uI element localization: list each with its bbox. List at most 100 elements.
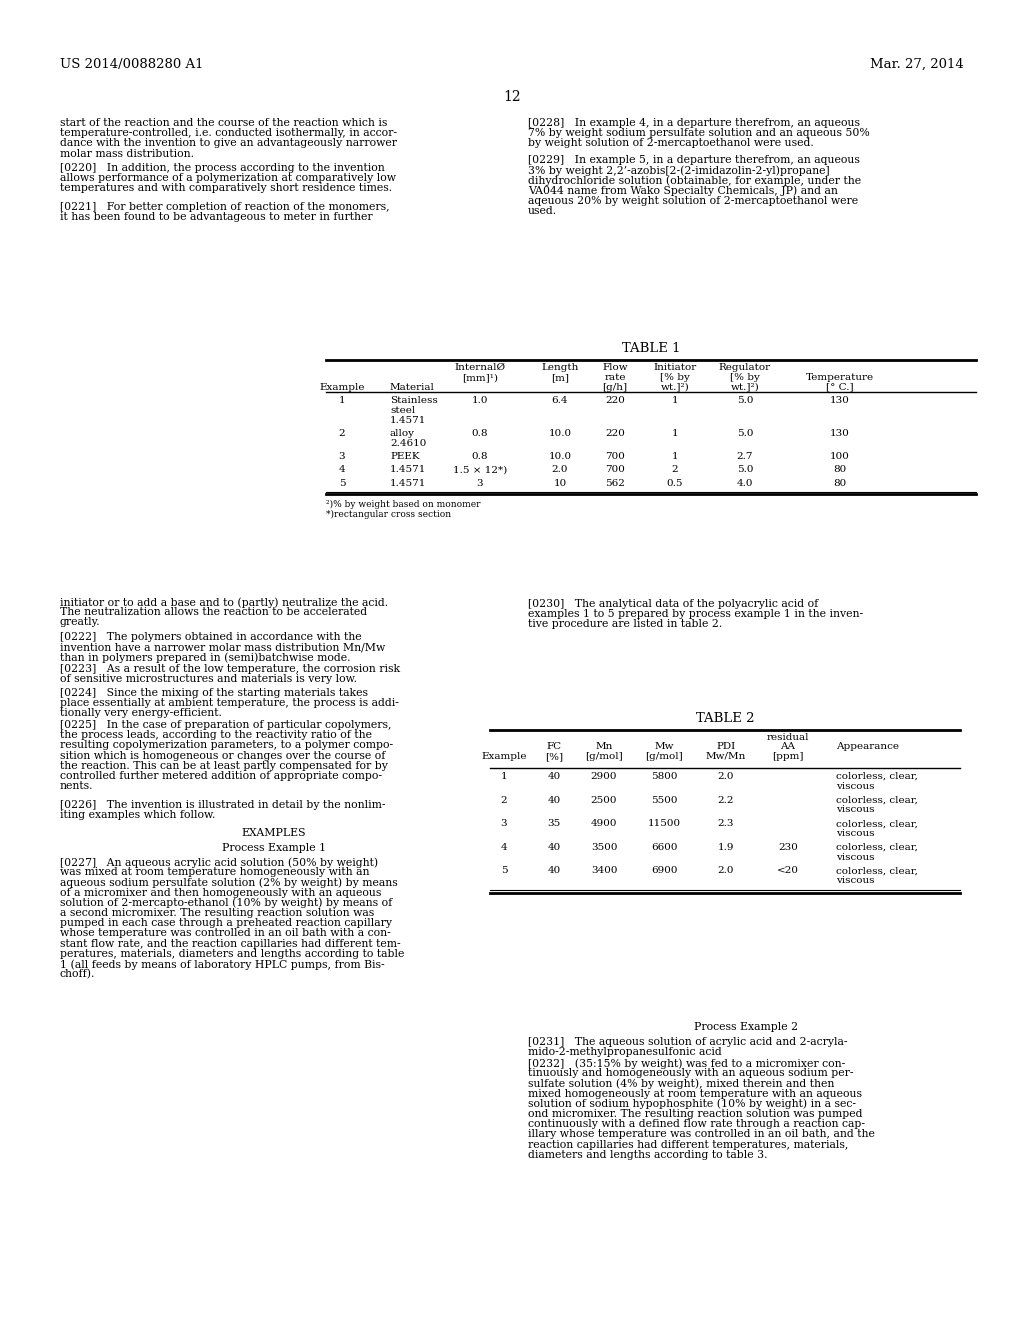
Text: mido-2-methylpropanesulfonic acid: mido-2-methylpropanesulfonic acid [528, 1047, 722, 1057]
Text: dance with the invention to give an advantageously narrower: dance with the invention to give an adva… [60, 139, 397, 148]
Text: InternalØ: InternalØ [455, 363, 506, 372]
Text: tionally very energy-efficient.: tionally very energy-efficient. [60, 709, 222, 718]
Text: 40: 40 [548, 842, 560, 851]
Text: 2: 2 [501, 796, 507, 805]
Text: US 2014/0088280 A1: US 2014/0088280 A1 [60, 58, 204, 71]
Text: resulting copolymerization parameters, to a polymer compo-: resulting copolymerization parameters, t… [60, 741, 393, 750]
Text: 0.8: 0.8 [472, 429, 488, 438]
Text: 1: 1 [672, 429, 678, 438]
Text: dihydrochloride solution (obtainable, for example, under the: dihydrochloride solution (obtainable, fo… [528, 176, 861, 186]
Text: [g/mol]: [g/mol] [585, 752, 623, 760]
Text: diameters and lengths according to table 3.: diameters and lengths according to table… [528, 1150, 768, 1160]
Text: sition which is homogeneous or changes over the course of: sition which is homogeneous or changes o… [60, 751, 385, 760]
Text: *)rectangular cross section: *)rectangular cross section [326, 510, 452, 519]
Text: sulfate solution (4% by weight), mixed therein and then: sulfate solution (4% by weight), mixed t… [528, 1078, 835, 1089]
Text: Length: Length [542, 363, 579, 372]
Text: Mn: Mn [595, 742, 612, 751]
Text: [0221]   For better completion of reaction of the monomers,: [0221] For better completion of reaction… [60, 202, 389, 213]
Text: stant flow rate, and the reaction capillaries had different tem-: stant flow rate, and the reaction capill… [60, 939, 400, 949]
Text: 700: 700 [605, 451, 625, 461]
Text: Appearance: Appearance [836, 742, 899, 751]
Text: 80: 80 [834, 465, 847, 474]
Text: Initiator: Initiator [653, 363, 696, 372]
Text: 6.4: 6.4 [552, 396, 568, 405]
Text: Flow: Flow [602, 363, 628, 372]
Text: viscous: viscous [836, 876, 874, 886]
Text: 1.4571: 1.4571 [390, 416, 426, 425]
Text: continuously with a defined flow rate through a reaction cap-: continuously with a defined flow rate th… [528, 1119, 865, 1129]
Text: 2.2: 2.2 [718, 796, 734, 805]
Text: Example: Example [319, 383, 365, 392]
Text: 2.4610: 2.4610 [390, 438, 426, 447]
Text: Mw: Mw [654, 742, 674, 751]
Text: 130: 130 [830, 429, 850, 438]
Text: FC: FC [547, 742, 561, 751]
Text: 2900: 2900 [591, 772, 617, 781]
Text: 1: 1 [672, 451, 678, 461]
Text: Material: Material [390, 383, 435, 392]
Text: 5.0: 5.0 [736, 465, 754, 474]
Text: 2: 2 [672, 465, 678, 474]
Text: 5: 5 [501, 866, 507, 875]
Text: of sensitive microstructures and materials is very low.: of sensitive microstructures and materia… [60, 675, 357, 684]
Text: 1.9: 1.9 [718, 842, 734, 851]
Text: 35: 35 [548, 820, 560, 828]
Text: colorless, clear,: colorless, clear, [836, 796, 918, 805]
Text: 4900: 4900 [591, 820, 617, 828]
Text: [0229]   In example 5, in a departure therefrom, an aqueous: [0229] In example 5, in a departure ther… [528, 154, 860, 165]
Text: solution of 2-mercapto-ethanol (10% by weight) by means of: solution of 2-mercapto-ethanol (10% by w… [60, 898, 392, 908]
Text: 5: 5 [339, 479, 345, 487]
Text: 2.7: 2.7 [736, 451, 754, 461]
Text: 1.0: 1.0 [472, 396, 488, 405]
Text: 40: 40 [548, 772, 560, 781]
Text: illary whose temperature was controlled in an oil bath, and the: illary whose temperature was controlled … [528, 1130, 874, 1139]
Text: 1: 1 [339, 396, 345, 405]
Text: 2.0: 2.0 [718, 866, 734, 875]
Text: [0231]   The aqueous solution of acrylic acid and 2-acryla-: [0231] The aqueous solution of acrylic a… [528, 1038, 848, 1047]
Text: temperatures and with comparatively short residence times.: temperatures and with comparatively shor… [60, 183, 392, 194]
Text: [mm]¹): [mm]¹) [462, 372, 498, 381]
Text: pumped in each case through a preheated reaction capillary: pumped in each case through a preheated … [60, 919, 392, 928]
Text: TABLE 1: TABLE 1 [622, 342, 680, 355]
Text: [0230]   The analytical data of the polyacrylic acid of: [0230] The analytical data of the polyac… [528, 599, 818, 609]
Text: 3: 3 [477, 479, 483, 487]
Text: tinuously and homogeneously with an aqueous sodium per-: tinuously and homogeneously with an aque… [528, 1068, 853, 1078]
Text: Process Example 2: Process Example 2 [694, 1022, 798, 1032]
Text: [0223]   As a result of the low temperature, the corrosion risk: [0223] As a result of the low temperatur… [60, 664, 400, 675]
Text: [0232]   (35:15% by weight) was fed to a micromixer con-: [0232] (35:15% by weight) was fed to a m… [528, 1059, 845, 1069]
Text: [%]: [%] [545, 752, 563, 760]
Text: wt.]²): wt.]²) [731, 383, 760, 392]
Text: 1: 1 [672, 396, 678, 405]
Text: mixed homogeneously at room temperature with an aqueous: mixed homogeneously at room temperature … [528, 1089, 862, 1098]
Text: of a micromixer and then homogeneously with an aqueous: of a micromixer and then homogeneously w… [60, 887, 381, 898]
Text: 1 (all feeds by means of laboratory HPLC pumps, from Bis-: 1 (all feeds by means of laboratory HPLC… [60, 960, 385, 970]
Text: 7% by weight sodium persulfate solution and an aqueous 50%: 7% by weight sodium persulfate solution … [528, 128, 869, 139]
Text: AA: AA [780, 742, 796, 751]
Text: 220: 220 [605, 396, 625, 405]
Text: used.: used. [528, 206, 557, 216]
Text: [0228]   In example 4, in a departure therefrom, an aqueous: [0228] In example 4, in a departure ther… [528, 117, 860, 128]
Text: 40: 40 [548, 796, 560, 805]
Text: viscous: viscous [836, 829, 874, 838]
Text: allows performance of a polymerization at comparatively low: allows performance of a polymerization a… [60, 173, 396, 183]
Text: 5.0: 5.0 [736, 396, 754, 405]
Text: 10.0: 10.0 [549, 451, 571, 461]
Text: viscous: viscous [836, 805, 874, 814]
Text: was mixed at room temperature homogeneously with an: was mixed at room temperature homogeneou… [60, 867, 370, 878]
Text: 4.0: 4.0 [736, 479, 754, 487]
Text: Temperature: Temperature [806, 372, 874, 381]
Text: ²)% by weight based on monomer: ²)% by weight based on monomer [326, 500, 480, 510]
Text: [0220]   In addition, the process according to the invention: [0220] In addition, the process accordin… [60, 162, 385, 173]
Text: viscous: viscous [836, 781, 874, 791]
Text: [g/h]: [g/h] [602, 383, 628, 392]
Text: 12: 12 [503, 90, 521, 104]
Text: the reaction. This can be at least partly compensated for by: the reaction. This can be at least partl… [60, 760, 388, 771]
Text: reaction capillaries had different temperatures, materials,: reaction capillaries had different tempe… [528, 1139, 848, 1150]
Text: [m]: [m] [551, 372, 569, 381]
Text: 700: 700 [605, 465, 625, 474]
Text: [% by: [% by [660, 372, 690, 381]
Text: alloy: alloy [390, 429, 415, 438]
Text: [0225]   In the case of preparation of particular copolymers,: [0225] In the case of preparation of par… [60, 719, 391, 730]
Text: Stainless: Stainless [390, 396, 437, 405]
Text: 562: 562 [605, 479, 625, 487]
